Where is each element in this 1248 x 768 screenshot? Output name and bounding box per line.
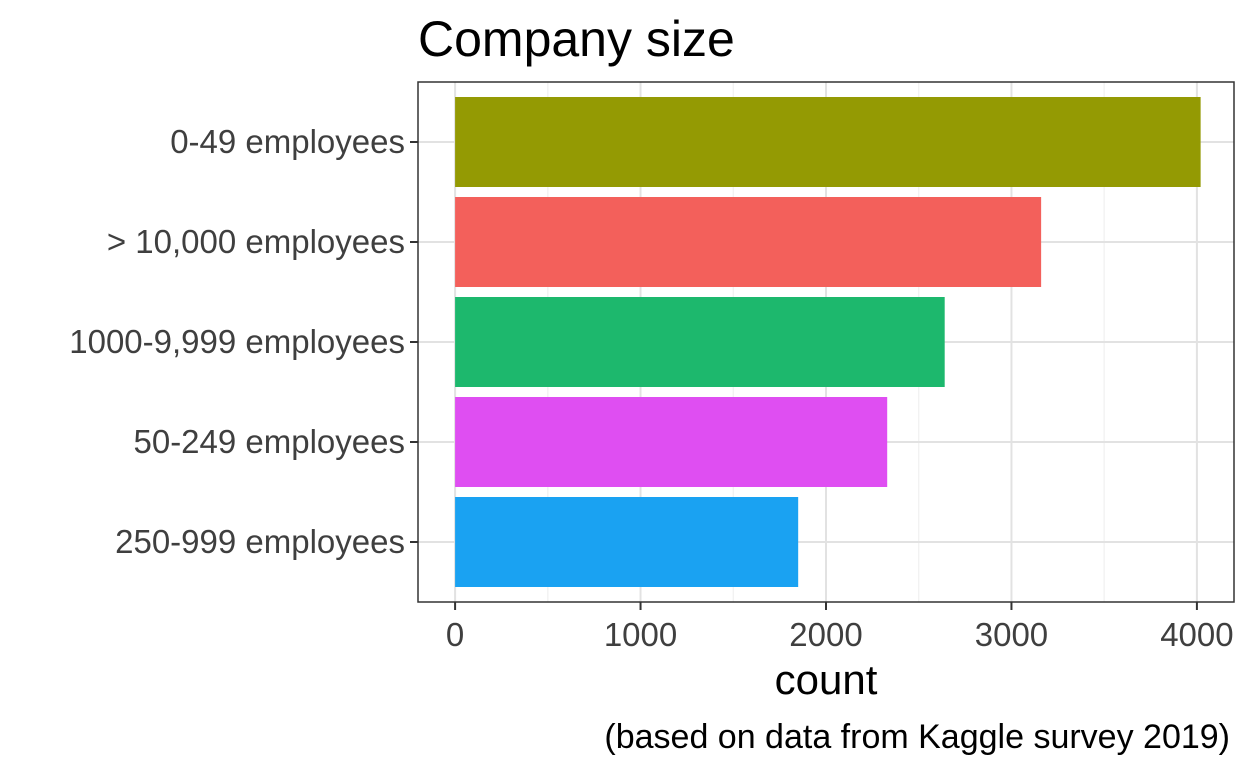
bar — [455, 397, 888, 487]
x-tick-label: 3000 — [975, 616, 1048, 653]
y-tick-label: 250-999 employees — [115, 523, 405, 560]
x-tick-label: 0 — [446, 616, 464, 653]
chart-title: Company size — [418, 11, 735, 67]
y-tick-label: 50-249 employees — [133, 423, 405, 460]
y-tick-label: 1000-9,999 employees — [69, 323, 405, 360]
bar — [455, 497, 799, 587]
x-axis-title: count — [775, 656, 878, 703]
bar — [455, 197, 1042, 287]
x-axis: 0 1000 2000 3000 4000 — [446, 602, 1234, 653]
bar — [455, 297, 945, 387]
x-tick-label: 4000 — [1160, 616, 1233, 653]
y-axis: 0-49 employees > 10,000 employees 1000-9,9… — [69, 123, 418, 560]
y-tick-label: > 10,000 employees — [107, 223, 405, 260]
y-tick-label: 0-49 employees — [170, 123, 405, 160]
chart-caption: (based on data from Kaggle survey 2019) — [604, 718, 1230, 756]
bars — [455, 97, 1201, 587]
x-tick-label: 2000 — [789, 616, 862, 653]
x-tick-label: 1000 — [604, 616, 677, 653]
bar — [455, 97, 1201, 187]
